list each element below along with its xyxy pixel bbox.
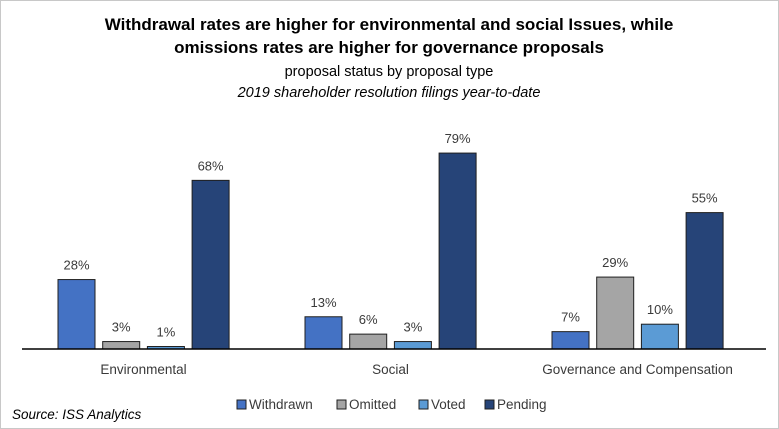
data-label-pending-environmental: 68%: [198, 158, 224, 173]
data-label-pending-governance: 55%: [692, 191, 718, 206]
legend-swatch-omitted: [336, 399, 347, 410]
bar-pending-governance: [685, 212, 724, 350]
chart-title-line1: Withdrawal rates are higher for environm…: [105, 15, 674, 34]
data-label-omitted-social: 6%: [359, 312, 378, 327]
legend-label-voted: Voted: [431, 397, 466, 412]
bar-withdrawn-environmental: [57, 279, 96, 350]
data-labels-group: 28% 3% 1% 68% 13% 6% 3% 79% 7% 29% 10% 55%: [63, 131, 718, 339]
legend-label-omitted: Omitted: [349, 397, 396, 412]
bar-voted-social: [393, 341, 432, 350]
data-label-pending-social: 79%: [445, 131, 471, 146]
data-label-voted-governance: 10%: [647, 302, 673, 317]
category-label-governance: Governance and Compensation: [542, 362, 733, 377]
chart-title-line2: omissions rates are higher for governanc…: [174, 38, 604, 57]
data-label-omitted-environmental: 3%: [112, 320, 131, 335]
bar-omitted-environmental: [102, 341, 141, 350]
data-label-withdrawn-social: 13%: [310, 295, 336, 310]
legend-label-pending: Pending: [497, 397, 547, 412]
data-label-voted-social: 3%: [404, 320, 423, 335]
bar-omitted-governance: [596, 276, 635, 350]
source-note: Source: ISS Analytics: [12, 407, 142, 422]
data-label-withdrawn-governance: 7%: [561, 310, 580, 325]
bar-withdrawn-social: [304, 316, 343, 350]
legend-swatch-withdrawn: [236, 399, 247, 410]
category-label-social: Social: [372, 362, 409, 377]
legend-swatch-voted: [418, 399, 429, 410]
legend: Withdrawn Omitted Voted Pending: [236, 397, 547, 412]
category-label-environmental: Environmental: [100, 362, 186, 377]
bar-pending-social: [438, 152, 477, 350]
legend-swatch-pending: [484, 399, 495, 410]
bar-omitted-social: [349, 333, 388, 350]
legend-label-withdrawn: Withdrawn: [249, 397, 313, 412]
chart-subtitle: proposal status by proposal type: [285, 64, 494, 80]
bar-voted-governance: [640, 323, 679, 350]
bars-group: [57, 152, 724, 350]
data-label-voted-environmental: 1%: [157, 325, 176, 340]
data-label-withdrawn-environmental: 28%: [63, 258, 89, 273]
category-labels-group: Environmental Social Governance and Compen…: [100, 362, 732, 377]
data-label-omitted-governance: 29%: [602, 255, 628, 270]
chart-subtitle-italic: 2019 shareholder resolution filings year…: [237, 85, 541, 101]
bar-pending-environmental: [191, 179, 230, 350]
bar-withdrawn-governance: [551, 331, 590, 350]
